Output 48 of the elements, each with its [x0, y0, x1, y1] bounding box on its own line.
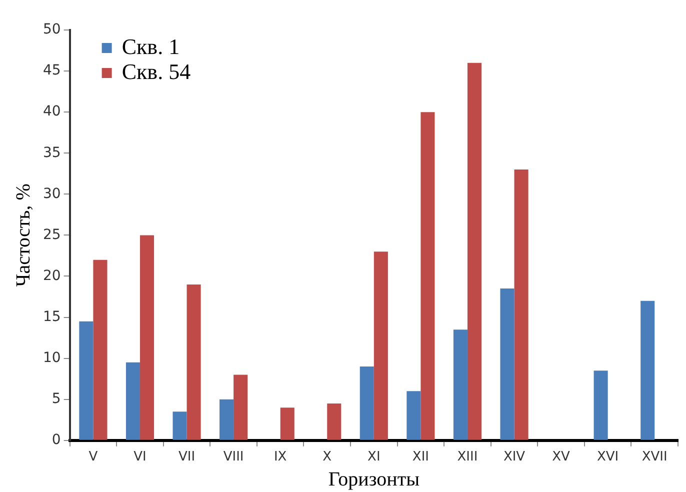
bar [640, 300, 655, 440]
bar [140, 235, 154, 440]
x-tick-label: XIII [457, 450, 478, 465]
y-tick-label: 45 [42, 62, 61, 79]
bar [126, 362, 140, 440]
y-axis-title: Частость, % [12, 184, 34, 287]
bar [500, 288, 514, 440]
x-tick-label: IX [274, 450, 287, 465]
bar [93, 260, 108, 440]
bar [374, 252, 388, 440]
bar [360, 366, 374, 440]
x-tick-label: XVII [642, 450, 668, 465]
x-tick-label: XVI [597, 450, 619, 465]
x-tick-label: VI [134, 450, 146, 465]
y-tick-label: 50 [42, 22, 61, 38]
y-tick-label: 35 [42, 144, 61, 161]
bar [79, 321, 94, 440]
x-tick-label: XI [368, 450, 380, 465]
bar [420, 112, 435, 440]
bar [406, 391, 421, 440]
y-tick-label: 5 [52, 391, 61, 407]
x-tick-label: V [88, 450, 98, 465]
y-tick-label: 15 [42, 308, 61, 325]
bar [453, 330, 468, 440]
y-tick-label: 40 [42, 104, 61, 120]
bar [172, 412, 187, 440]
legend-label: Скв. 1 [122, 34, 180, 59]
x-tick-label: VIII [223, 450, 244, 465]
bar [514, 170, 528, 440]
y-tick-label: 30 [42, 186, 61, 202]
bar [280, 408, 294, 440]
bar [467, 62, 482, 440]
y-tick-label: 20 [42, 268, 61, 284]
bar [327, 403, 342, 440]
y-tick-label: 0 [52, 432, 61, 448]
y-tick-label: 10 [42, 350, 61, 366]
x-tick-label: VII [178, 450, 196, 465]
bar [186, 284, 201, 440]
x-tick-label: X [322, 450, 332, 465]
x-axis-title: Горизонты [328, 468, 420, 490]
bar [220, 399, 234, 440]
x-tick-label: XII [412, 450, 429, 465]
x-tick-label: XV [552, 450, 570, 465]
bar [234, 374, 248, 440]
legend-label: Скв. 54 [122, 58, 191, 84]
x-tick-label: XIV [503, 450, 526, 465]
bar [594, 370, 608, 440]
y-tick-label: 25 [42, 226, 61, 243]
